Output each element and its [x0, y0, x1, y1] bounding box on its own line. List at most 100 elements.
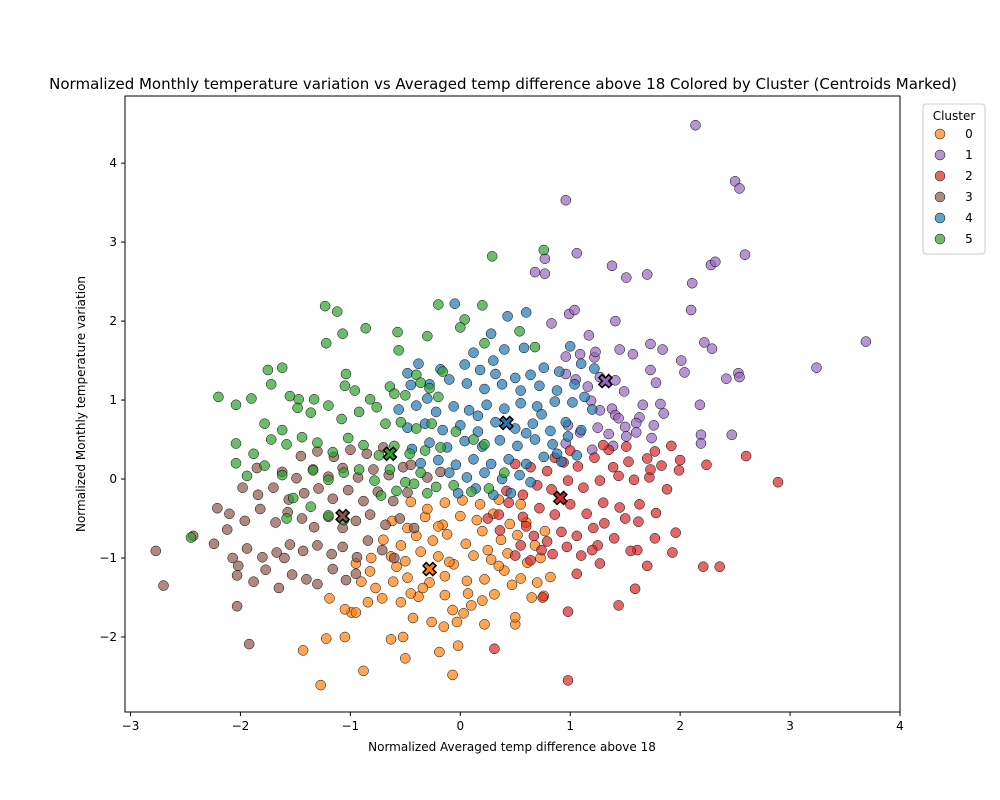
legend-title: Cluster: [933, 109, 976, 123]
data-point-cluster-4: [525, 476, 536, 488]
legend: Cluster 0 1 2 3 4 5: [922, 103, 986, 255]
data-point-cluster-1: [613, 412, 624, 424]
data-point-cluster-5: [466, 486, 477, 497]
data-point-cluster-4: [468, 347, 479, 358]
data-point-cluster-5: [230, 438, 242, 449]
data-point-cluster-2: [674, 454, 686, 466]
data-point-cluster-4: [468, 454, 479, 465]
data-point-cluster-3: [279, 552, 290, 564]
centroids-layer: [335, 373, 613, 577]
data-point-cluster-5: [292, 402, 303, 414]
data-point-cluster-3: [208, 538, 220, 550]
y-tick-label: 4: [109, 156, 117, 170]
x-tick-label: −2: [232, 719, 250, 733]
data-point-cluster-1: [646, 432, 657, 444]
data-point-cluster-0: [395, 596, 407, 608]
data-point-cluster-2: [633, 516, 644, 527]
data-point-cluster-4: [562, 431, 574, 442]
data-point-cluster-0: [387, 576, 399, 587]
data-point-cluster-5: [312, 437, 323, 448]
data-point-cluster-5: [230, 457, 242, 469]
data-point-cluster-2: [599, 518, 610, 529]
data-point-cluster-5: [331, 306, 343, 317]
data-point-cluster-5: [380, 418, 391, 429]
data-point-cluster-4: [415, 457, 426, 469]
data-point-cluster-2: [619, 513, 631, 524]
data-point-cluster-5: [185, 532, 197, 543]
data-point-cluster-2: [649, 446, 661, 457]
y-tick-label: 3: [109, 235, 117, 249]
data-point-cluster-2: [546, 484, 557, 495]
data-point-cluster-4: [444, 374, 455, 385]
data-point-cluster-3: [158, 580, 169, 591]
data-point-cluster-2: [597, 439, 609, 451]
data-point-cluster-2: [494, 525, 506, 536]
data-point-cluster-4: [488, 355, 499, 366]
data-point-cluster-1: [539, 253, 551, 264]
data-point-cluster-1: [583, 330, 595, 341]
data-point-cluster-0: [320, 633, 332, 644]
data-point-cluster-5: [411, 369, 422, 381]
data-point-cluster-5: [415, 467, 426, 478]
data-point-cluster-5: [477, 300, 488, 311]
data-point-cluster-2: [656, 460, 667, 471]
data-point-cluster-3: [297, 545, 309, 557]
data-point-cluster-2: [517, 489, 529, 501]
data-point-cluster-1: [706, 343, 718, 354]
points-layer: [150, 119, 872, 691]
data-point-cluster-1: [686, 277, 698, 289]
data-point-cluster-5: [430, 481, 442, 493]
data-point-cluster-4: [444, 467, 455, 478]
data-point-cluster-3: [350, 515, 362, 527]
data-point-cluster-1: [710, 256, 721, 268]
legend-marker-3: [934, 191, 946, 203]
y-tick-label: −2: [99, 630, 117, 644]
data-point-cluster-5: [373, 450, 385, 461]
data-point-cluster-4: [556, 456, 567, 467]
data-point-cluster-4: [499, 344, 510, 355]
data-point-cluster-3: [224, 508, 235, 520]
x-tick-label: 3: [786, 719, 794, 733]
data-point-cluster-1: [645, 338, 656, 350]
data-point-cluster-4: [567, 397, 578, 408]
data-point-cluster-5: [408, 478, 420, 490]
data-point-cluster-5: [364, 394, 376, 405]
data-point-cluster-3: [380, 519, 391, 531]
x-tick-label: 2: [676, 719, 684, 733]
data-point-cluster-3: [231, 600, 243, 612]
data-point-cluster-2: [740, 450, 752, 462]
data-point-cluster-5: [486, 251, 498, 262]
legend-marker-2: [934, 170, 946, 182]
data-point-cluster-5: [433, 299, 444, 310]
data-point-cluster-4: [499, 403, 510, 414]
data-point-cluster-5: [411, 423, 422, 434]
data-point-cluster-1: [539, 268, 551, 279]
data-point-cluster-0: [433, 521, 444, 532]
data-point-cluster-4: [518, 342, 530, 354]
data-point-cluster-2: [515, 540, 526, 551]
data-point-cluster-4: [575, 358, 587, 369]
data-point-cluster-3: [301, 574, 312, 585]
data-point-cluster-5: [415, 377, 426, 388]
data-point-cluster-2: [673, 465, 685, 476]
data-point-cluster-5: [327, 446, 339, 458]
data-point-cluster-5: [499, 467, 510, 478]
data-point-cluster-0: [407, 612, 419, 624]
data-point-cluster-5: [529, 341, 541, 353]
legend-marker-5: [934, 233, 946, 245]
data-point-cluster-5: [395, 416, 407, 428]
data-point-cluster-5: [305, 501, 317, 512]
data-point-cluster-2: [571, 568, 583, 580]
data-point-cluster-0: [447, 604, 458, 616]
data-point-cluster-4: [405, 379, 417, 391]
data-point-cluster-0: [439, 497, 451, 508]
data-point-cluster-0: [395, 540, 407, 551]
data-point-cluster-5: [448, 480, 459, 491]
data-point-cluster-2: [607, 461, 619, 473]
data-point-cluster-4: [490, 416, 501, 428]
data-point-cluster-1: [860, 336, 872, 347]
centroid-marker-cluster-5: [382, 446, 398, 462]
data-point-cluster-2: [628, 474, 640, 486]
chart-title: Normalized Monthly temperature variation…: [49, 75, 957, 93]
centroid-marker-cluster-2: [552, 490, 568, 506]
